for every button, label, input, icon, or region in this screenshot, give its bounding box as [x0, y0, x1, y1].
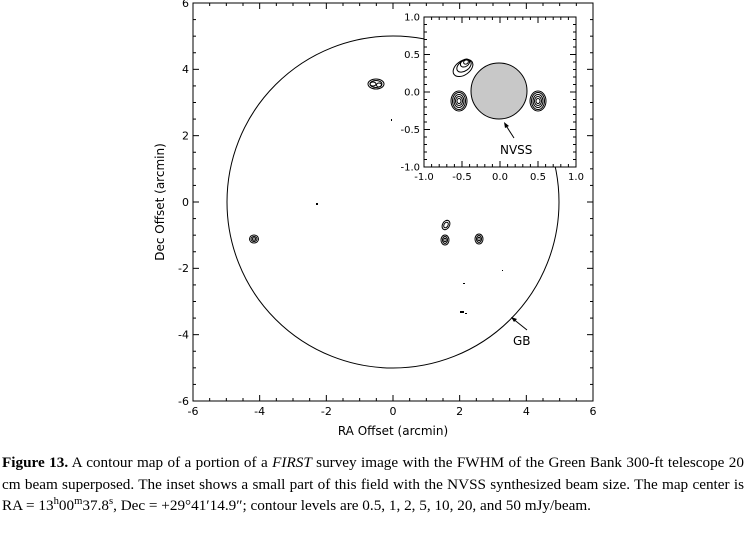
- source-contours-main: [249, 78, 484, 246]
- caption-survey-name: FIRST: [272, 454, 312, 471]
- main-x-tick-label: -2: [321, 405, 332, 418]
- inset-y-tick-label: -1.0: [400, 163, 420, 174]
- inset-source-right: [529, 90, 547, 112]
- source-upper: [367, 78, 385, 90]
- source-left: [249, 234, 259, 244]
- inset-source-left: [450, 90, 468, 112]
- main-x-tick-label: 0: [390, 405, 397, 418]
- x-axis-label: RA Offset (arcmin): [338, 424, 448, 438]
- main-y-tick-label: 6: [182, 0, 189, 10]
- main-x-tick-label: -6: [188, 405, 199, 418]
- caption-text-3: 00: [58, 497, 75, 515]
- inset-x-tick-label: 0.0: [492, 172, 508, 183]
- source-contours-inset: [450, 58, 547, 112]
- caption-hours-unit: h: [53, 496, 59, 508]
- caption-label: Figure 13.: [2, 454, 69, 471]
- main-x-tick-label: -4: [254, 405, 265, 418]
- inset-source-upper: [452, 58, 474, 78]
- nvss-beam-disk: [470, 62, 528, 120]
- main-x-tick-label: 4: [523, 405, 530, 418]
- main-y-tick-label: 4: [182, 63, 189, 76]
- figure-caption: Figure 13. A contour map of a portion of…: [2, 452, 744, 517]
- caption-minutes-unit: m: [74, 496, 83, 508]
- main-y-tick-label: 0: [182, 196, 189, 209]
- gb-beam-label: GB: [513, 334, 531, 348]
- source-right-b: [440, 234, 450, 246]
- gb-beam-circle: [226, 35, 560, 369]
- main-x-tick-label: 2: [456, 405, 463, 418]
- y-axis-label: Dec Offset (arcmin): [153, 143, 167, 261]
- gb-arrow-head: [511, 317, 517, 322]
- inset-x-tick-label: 1.0: [568, 172, 584, 183]
- main-y-tick-label: -2: [178, 262, 189, 275]
- caption-text-4: 37.8: [82, 497, 109, 515]
- inset-y-tick-label: 0.0: [404, 88, 420, 99]
- caption-text-2: survey image with the FWHM of the Green …: [2, 454, 744, 515]
- source-right-a: [441, 219, 451, 231]
- inset-x-tick-label: -1.0: [414, 172, 434, 183]
- inset-y-tick-label: 1.0: [404, 13, 420, 24]
- main-y-tick-label: -6: [178, 395, 189, 408]
- main-y-tick-label: 2: [182, 130, 189, 143]
- inset-x-tick-label: -0.5: [452, 172, 472, 183]
- nvss-beam-label: NVSS: [500, 143, 532, 157]
- inset-tick-labels: -1.0 -0.5 0.0 0.5 1.0 -1.0 -0.5 0.0 0.5 1.0: [400, 13, 583, 184]
- nvss-arrow-head: [504, 122, 509, 128]
- main-ticks: [192, 2, 594, 402]
- inset-ticks: [423, 16, 577, 168]
- inset-x-tick-label: 0.5: [530, 172, 546, 183]
- noise-specks: [316, 119, 503, 314]
- caption-text-5: , Dec = +29°41′14.9″; contour levels are…: [113, 497, 591, 515]
- main-x-tick-label: 6: [590, 405, 597, 418]
- source-right-c: [474, 233, 484, 245]
- inset-y-tick-label: 0.5: [404, 50, 420, 61]
- caption-text-1: A contour map of a portion of a: [68, 454, 273, 471]
- caption-seconds-unit: s: [108, 496, 114, 508]
- contour-figure: -6 -4 -2 0 2 4 6 -6 -4 -2 0 2 4 6 GB: [153, 0, 597, 438]
- inset-y-tick-label: -0.5: [400, 125, 420, 136]
- main-tick-labels: -6 -4 -2 0 2 4 6 -6 -4 -2 0 2 4 6: [178, 0, 596, 418]
- main-y-tick-label: -4: [178, 329, 189, 342]
